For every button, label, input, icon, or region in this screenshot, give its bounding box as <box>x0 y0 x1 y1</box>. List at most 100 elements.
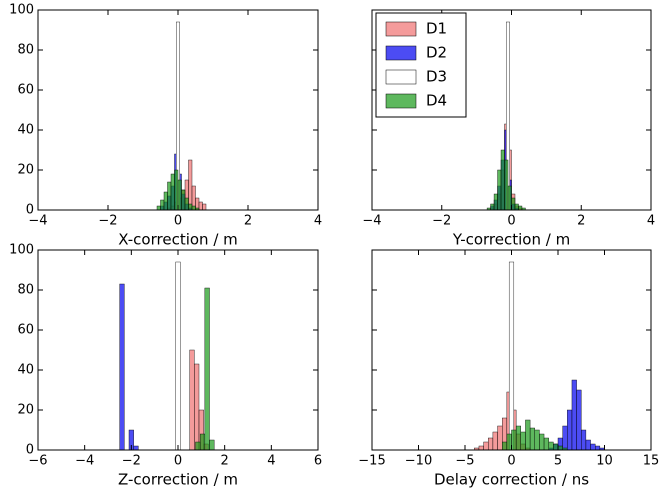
histogram-bar <box>497 169 502 211</box>
histogram-bar <box>590 443 596 451</box>
x-tick-label: 2 <box>221 454 229 469</box>
x-tick-label: −6 <box>28 454 47 469</box>
histogram-bar <box>520 431 526 451</box>
histogram-bar <box>188 159 193 211</box>
histogram-bar <box>184 197 189 211</box>
histogram-bar <box>507 185 512 211</box>
histogram-bar <box>188 203 193 211</box>
x-tick-label: 4 <box>647 214 655 229</box>
histogram-bar <box>500 149 505 211</box>
histogram-bar <box>553 443 559 451</box>
x-axis-label: Delay correction / ns <box>434 471 589 489</box>
x-tick-label: −15 <box>358 454 385 469</box>
y-tick-label: 60 <box>17 83 34 98</box>
y-tick-label: 0 <box>26 443 34 458</box>
histogram-bar <box>571 379 577 451</box>
histogram-bar <box>595 445 601 451</box>
y-tick-label: 20 <box>17 163 34 178</box>
legend-label: D4 <box>426 92 447 110</box>
histogram-bar <box>189 349 195 451</box>
histogram-bar <box>514 203 519 211</box>
histogram-bar <box>576 389 582 451</box>
x-axis-label: X-correction / m <box>118 231 238 249</box>
x-tick-label: 10 <box>596 454 613 469</box>
x-tick-label: −5 <box>455 454 474 469</box>
histogram-bar <box>543 437 549 451</box>
x-tick-label: 6 <box>314 454 322 469</box>
histogram-bar <box>483 441 489 451</box>
legend-swatch <box>385 45 417 61</box>
x-tick-label: −2 <box>432 214 451 229</box>
x-tick-label: −10 <box>405 454 432 469</box>
histogram-bar <box>198 201 203 211</box>
y-tick-label: 100 <box>9 243 34 258</box>
histogram-bar <box>529 427 535 451</box>
histogram-bar <box>497 425 503 451</box>
histogram-bar <box>160 199 165 211</box>
histogram-bar <box>518 205 523 211</box>
histogram-bar <box>195 441 201 451</box>
histogram-bar <box>504 159 509 211</box>
legend-swatch <box>385 93 417 109</box>
x-tick-label: −4 <box>75 454 94 469</box>
x-tick-label: −4 <box>28 214 47 229</box>
histogram-bar <box>156 205 161 211</box>
histogram-bar <box>194 363 200 451</box>
y-tick-label: 0 <box>26 203 34 218</box>
histogram-bar <box>511 197 516 211</box>
histogram-bar <box>181 189 186 211</box>
x-tick-label: 2 <box>244 214 252 229</box>
y-tick-label: 100 <box>9 3 34 18</box>
histogram-bar <box>562 425 568 451</box>
histogram-bar <box>119 283 125 451</box>
histogram-bar <box>202 203 207 211</box>
x-tick-label: −4 <box>362 214 381 229</box>
x-axis-label: Z-correction / m <box>118 471 238 489</box>
histogram-bar <box>191 205 196 211</box>
x-tick-label: 0 <box>507 454 515 469</box>
histogram-bar <box>502 441 508 451</box>
histogram-bar <box>548 441 554 451</box>
histogram-bar <box>539 433 545 451</box>
histogram-bar <box>199 433 206 451</box>
histogram-bar <box>163 191 168 211</box>
histogram-bar <box>174 169 179 211</box>
y-tick-label: 80 <box>17 43 34 58</box>
legend-swatch <box>385 21 417 37</box>
histogram-bar <box>177 179 182 211</box>
y-tick-label: 60 <box>17 323 34 338</box>
histogram-bar <box>167 181 172 211</box>
histogram-bar <box>490 203 495 211</box>
y-tick-label: 40 <box>17 363 34 378</box>
x-tick-label: −2 <box>98 214 117 229</box>
histogram-bar <box>525 419 531 451</box>
histogram-bar <box>557 445 563 451</box>
histogram-bar <box>488 437 494 451</box>
x-tick-label: 0 <box>174 454 182 469</box>
legend-label: D1 <box>426 20 447 38</box>
y-tick-label: 20 <box>17 403 34 418</box>
histogram-bar <box>581 429 587 451</box>
x-tick-label: 0 <box>507 214 515 229</box>
legend-label: D2 <box>426 44 447 62</box>
x-tick-label: 0 <box>174 214 182 229</box>
x-tick-label: −2 <box>122 454 141 469</box>
histogram-bar <box>493 193 498 211</box>
x-tick-label: 2 <box>577 214 585 229</box>
legend-label: D3 <box>426 68 447 86</box>
x-tick-label: 4 <box>314 214 322 229</box>
histogram-bar <box>175 261 181 451</box>
x-tick-label: 4 <box>267 454 275 469</box>
y-tick-label: 80 <box>17 283 34 298</box>
histogram-bar <box>506 433 512 451</box>
x-tick-label: 5 <box>554 454 562 469</box>
histogram-bar <box>478 445 484 451</box>
histogram-bar <box>508 261 515 451</box>
histogram-bar <box>492 431 498 451</box>
legend-swatch <box>385 69 417 85</box>
histogram-bar <box>585 439 591 451</box>
x-tick-label: 15 <box>643 454 660 469</box>
y-tick-label: 40 <box>17 123 34 138</box>
histogram-bar <box>515 425 522 451</box>
